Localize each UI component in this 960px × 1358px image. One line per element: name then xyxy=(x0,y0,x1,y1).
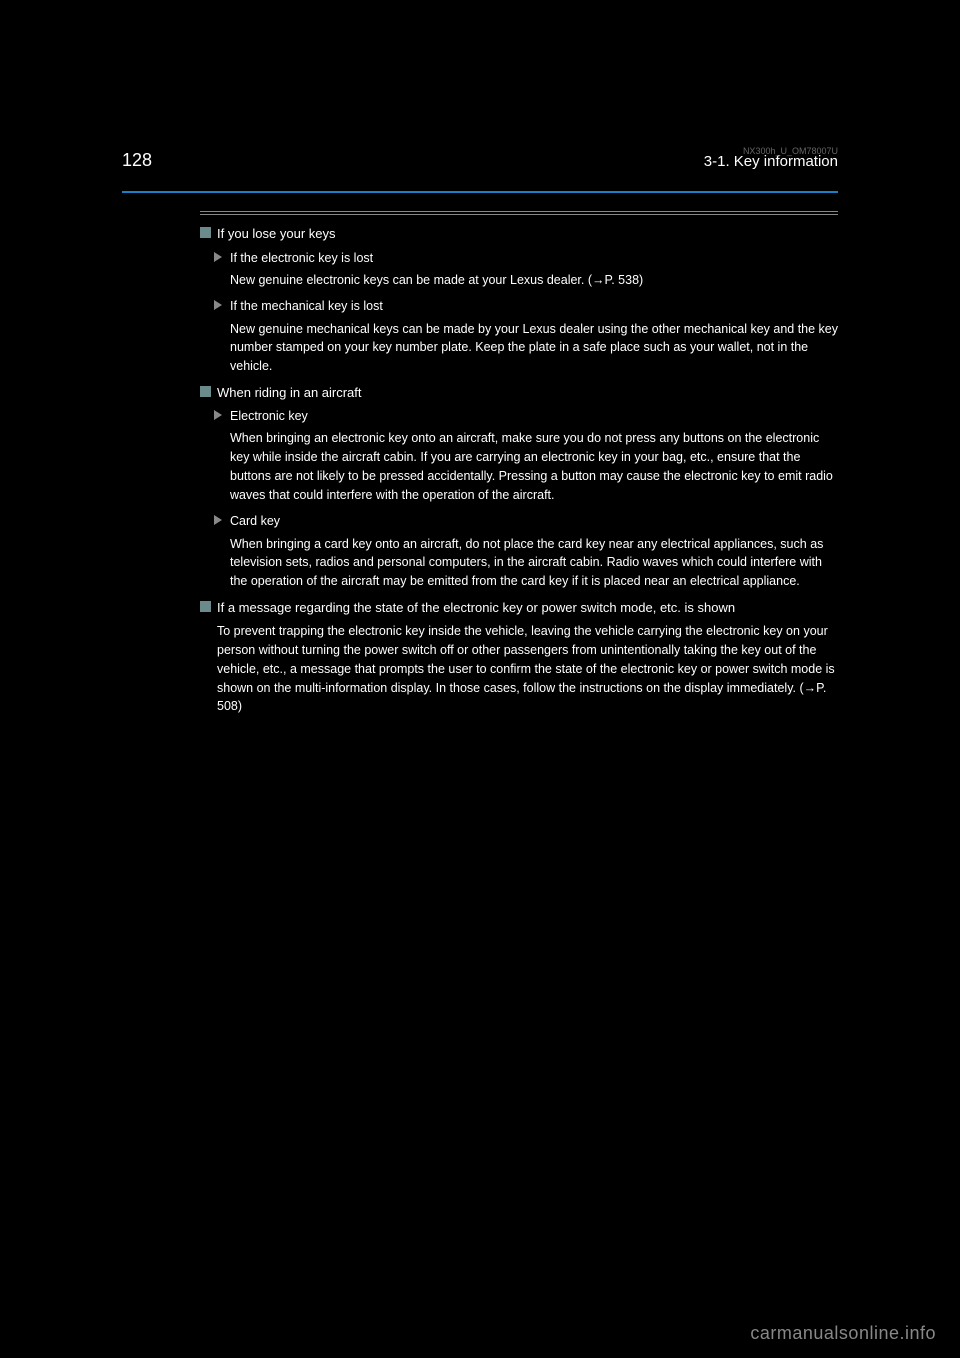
sub-item-electronic-key-lost: If the electronic key is lost xyxy=(214,249,838,267)
sub-item-text: If the electronic key is lost xyxy=(230,249,373,267)
body-text: To prevent trapping the electronic key i… xyxy=(217,622,838,716)
square-bullet-icon xyxy=(200,601,211,612)
square-bullet-icon xyxy=(200,227,211,238)
sub-item-text: If the mechanical key is lost xyxy=(230,297,383,315)
sub-item-card-key-aircraft: Card key xyxy=(214,512,838,530)
sub-item-mechanical-key-lost: If the mechanical key is lost xyxy=(214,297,838,315)
section-heading-aircraft: When riding in an aircraft xyxy=(200,384,838,402)
sub-item-text: Card key xyxy=(230,512,280,530)
triangle-bullet-icon xyxy=(214,410,222,420)
page-container: NX300h_U_OM78007U 128 3-1. Key informati… xyxy=(122,150,838,724)
section-heading-text: If you lose your keys xyxy=(217,225,336,243)
body-text: When bringing an electronic key onto an … xyxy=(230,429,838,504)
body-text: When bringing a card key onto an aircraf… xyxy=(230,535,838,591)
body-text: New genuine electronic keys can be made … xyxy=(230,271,838,290)
watermark: carmanualsonline.info xyxy=(750,1323,936,1344)
section-heading-text: When riding in an aircraft xyxy=(217,384,362,402)
body-text: New genuine mechanical keys can be made … xyxy=(230,320,838,376)
triangle-bullet-icon xyxy=(214,252,222,262)
blue-rule xyxy=(122,191,838,193)
horizontal-rule xyxy=(200,214,838,215)
content-body: If you lose your keys If the electronic … xyxy=(200,211,838,716)
section-heading-lose-keys: If you lose your keys xyxy=(200,225,838,243)
triangle-bullet-icon xyxy=(214,515,222,525)
sub-item-text: Electronic key xyxy=(230,407,308,425)
horizontal-rule xyxy=(200,211,838,212)
sub-item-electronic-key-aircraft: Electronic key xyxy=(214,407,838,425)
triangle-bullet-icon xyxy=(214,300,222,310)
section-heading-text: If a message regarding the state of the … xyxy=(217,599,735,617)
page-number: 128 xyxy=(122,150,152,171)
square-bullet-icon xyxy=(200,386,211,397)
doc-code: NX300h_U_OM78007U xyxy=(743,146,838,156)
page-header: 128 3-1. Key information xyxy=(122,150,838,171)
section-heading-message: If a message regarding the state of the … xyxy=(200,599,838,617)
